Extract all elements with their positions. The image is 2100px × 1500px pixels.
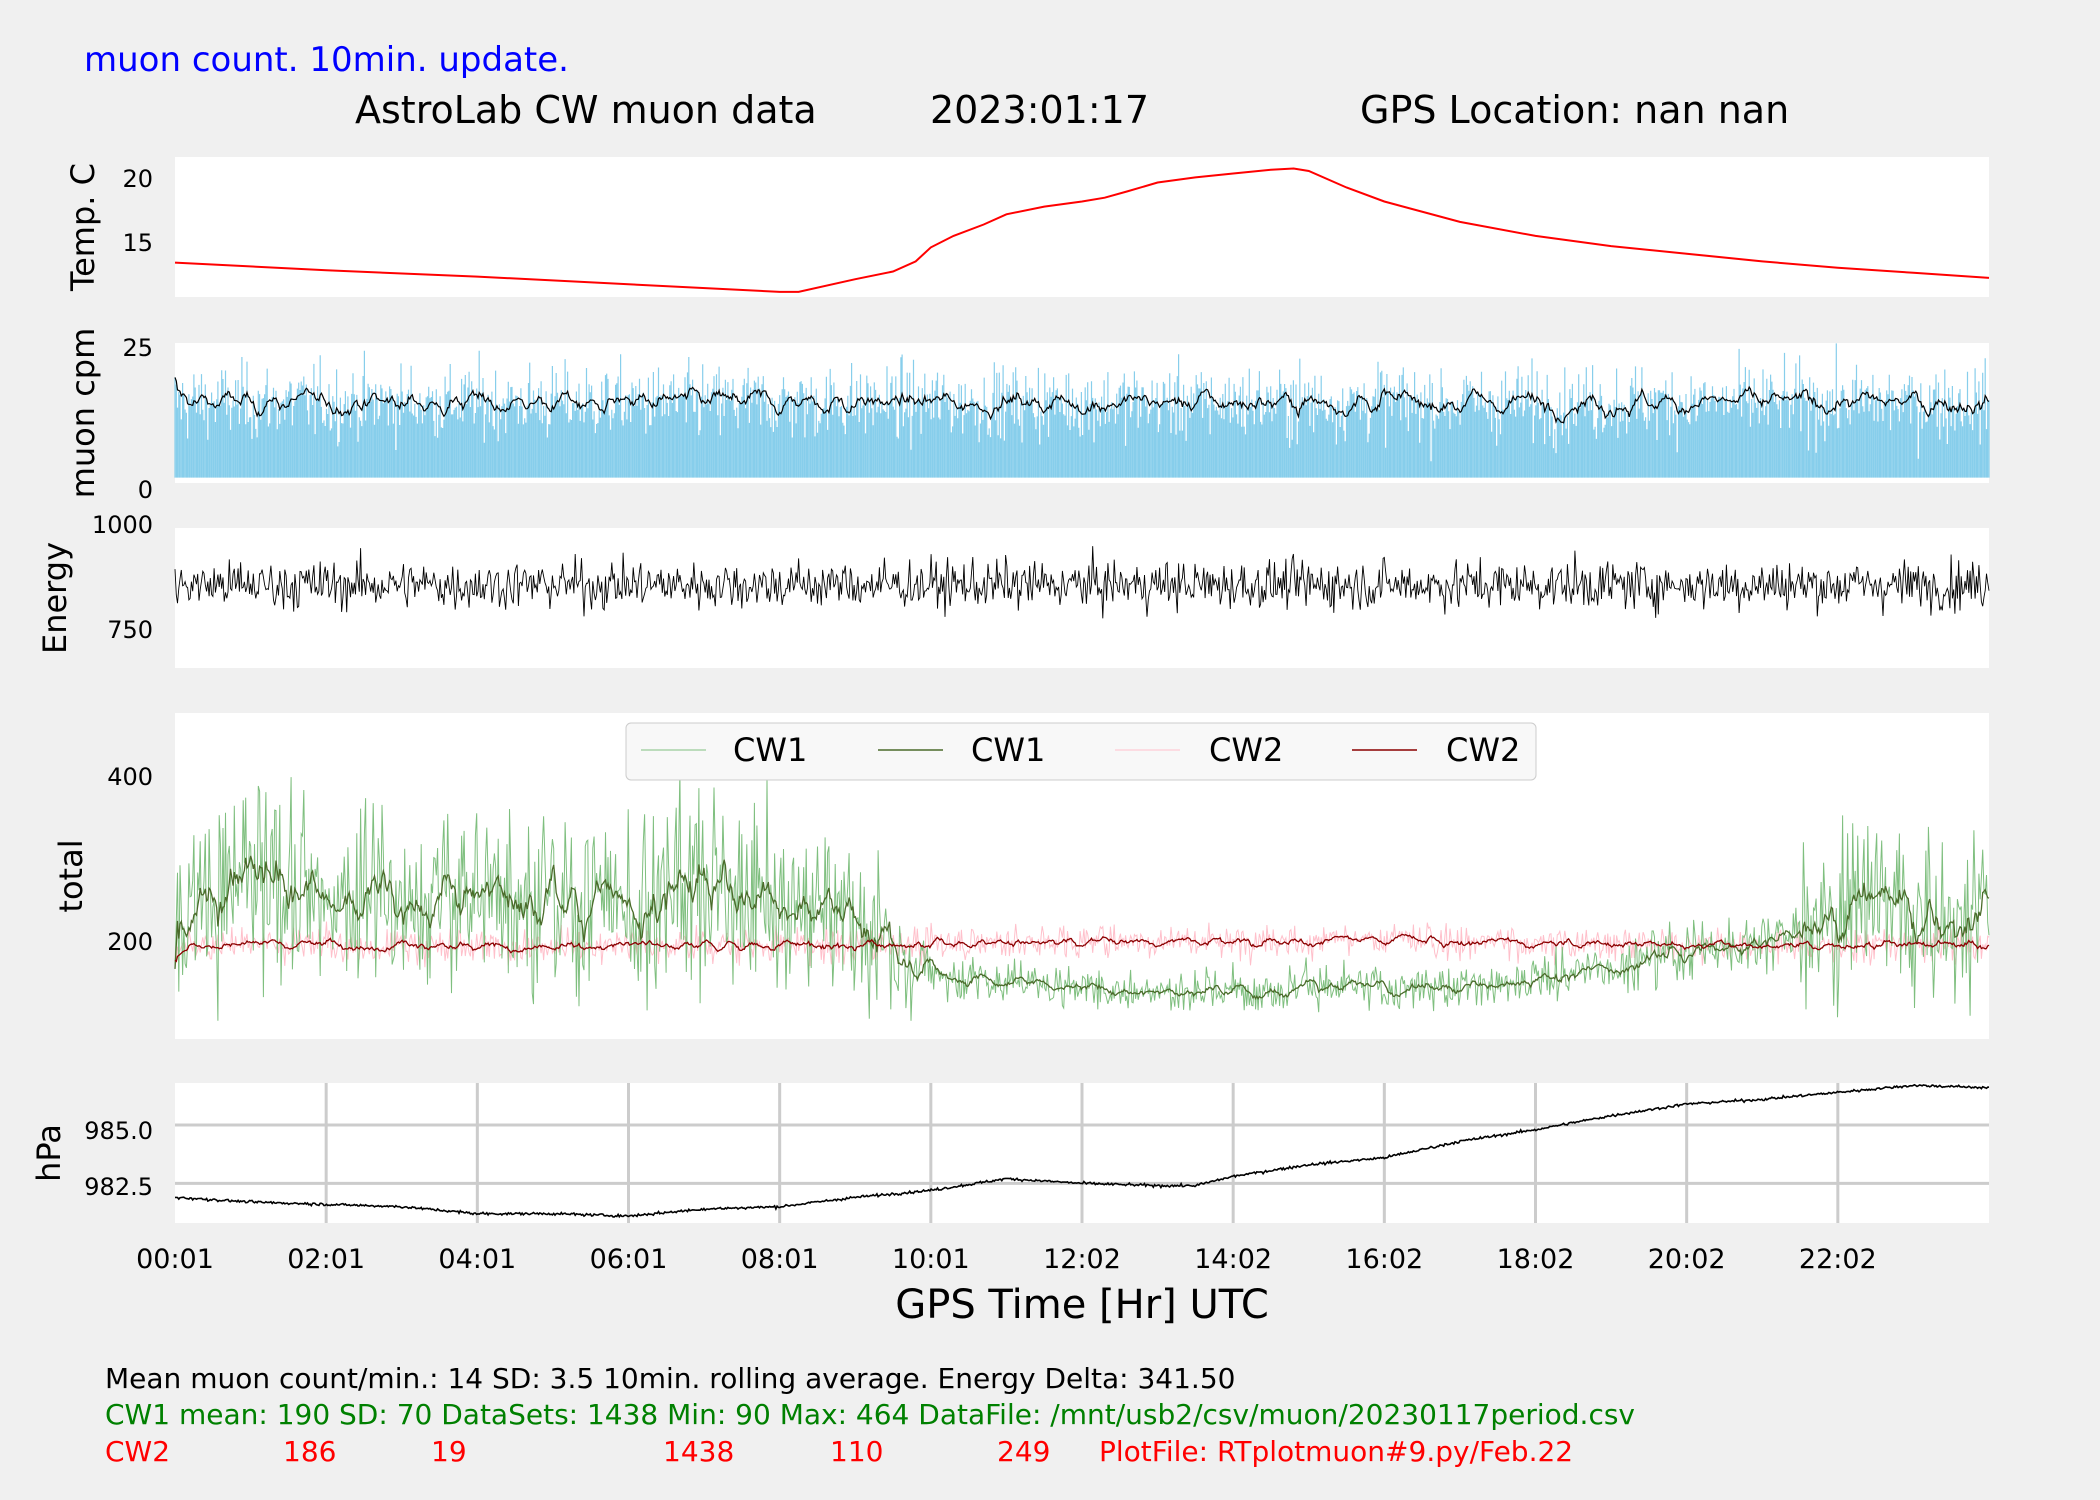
x-axis-label: GPS Time [Hr] UTC — [895, 1282, 1269, 1328]
cw2-avg-line — [174, 933, 1990, 963]
ytick-label: 1000 — [92, 511, 153, 539]
cw1-raw-line — [174, 769, 1990, 1021]
temp-ylabel: Temp. C — [64, 163, 102, 292]
ytick-label: 15 — [122, 229, 153, 257]
legend-cw1-raw: CW1 — [733, 731, 807, 769]
xtick-label: 00:01 — [136, 1244, 214, 1275]
legend: CW1 CW1 CW2 CW2 — [625, 722, 1537, 781]
ytick-label: 985.0 — [84, 1117, 153, 1145]
footer-cw2-label: CW2 — [105, 1435, 170, 1468]
cw1-avg-line — [174, 855, 1990, 1001]
footer-cw2-max: 249 — [997, 1435, 1050, 1468]
ytick-label: 400 — [107, 763, 153, 791]
footer-cw2-min: 110 — [830, 1435, 883, 1468]
ytick-label: 982.5 — [84, 1173, 153, 1201]
xtick-label: 14:02 — [1194, 1244, 1272, 1275]
update-note: muon count. 10min. update. — [84, 40, 569, 80]
muon-bars — [174, 343, 1990, 478]
chart-title-left: AstroLab CW muon data — [355, 88, 817, 132]
xtick-label: 20:02 — [1648, 1244, 1726, 1275]
footer-cw2-stats: CW2 186 19 1438 110 249 PlotFile: RTplot… — [105, 1435, 1573, 1468]
temp-panel — [175, 157, 1989, 297]
x-tick-labels: 00:01 02:01 04:01 06:01 08:01 10:01 12:02 14:02… — [136, 1244, 1877, 1275]
energy-line — [174, 546, 1990, 619]
chart-title-location: GPS Location: nan nan — [1360, 88, 1789, 132]
pressure-line — [175, 1083, 1990, 1219]
ytick-label: 200 — [107, 928, 153, 956]
ytick-label: 20 — [122, 165, 153, 193]
footer-cw1-stats: CW1 mean: 190 SD: 70 DataSets: 1438 Min:… — [105, 1398, 1635, 1431]
legend-cw2-raw: CW2 — [1209, 731, 1283, 769]
pressure-ylabel: hPa — [30, 1124, 68, 1182]
footer-cw2-sd: 19 — [431, 1435, 467, 1468]
legend-cw1-avg: CW1 — [971, 731, 1045, 769]
temp-line — [174, 167, 1990, 293]
legend-box — [625, 722, 1537, 781]
footer-cw2-mean: 186 — [283, 1435, 336, 1468]
xtick-label: 04:01 — [438, 1244, 516, 1275]
energy-ylabel: Energy — [36, 542, 74, 654]
xtick-label: 06:01 — [590, 1244, 668, 1275]
ytick-label: 0 — [138, 476, 153, 504]
xtick-label: 10:01 — [892, 1244, 970, 1275]
legend-cw2-avg: CW2 — [1446, 731, 1520, 769]
muon-rolling-avg-line — [174, 377, 1990, 424]
total-ylabel: total — [52, 839, 90, 912]
chart-title-date: 2023:01:17 — [930, 88, 1149, 132]
muon-ylabel: muon cpm — [64, 328, 102, 499]
xtick-label: 02:01 — [287, 1244, 365, 1275]
xtick-label: 08:01 — [741, 1244, 819, 1275]
xtick-label: 18:02 — [1497, 1244, 1575, 1275]
footer-cw2-plotfile: PlotFile: RTplotmuon#9.py/Feb.22 — [1099, 1435, 1573, 1468]
footer-cw2-datasets: 1438 — [663, 1435, 734, 1468]
xtick-label: 16:02 — [1345, 1244, 1423, 1275]
xtick-label: 22:02 — [1799, 1244, 1877, 1275]
xtick-label: 12:02 — [1043, 1244, 1121, 1275]
footer-summary: Mean muon count/min.: 14 SD: 3.5 10min. … — [105, 1362, 1235, 1395]
ytick-label: 25 — [122, 334, 153, 362]
chart-marks — [174, 167, 1990, 1219]
ytick-label: 750 — [107, 616, 153, 644]
